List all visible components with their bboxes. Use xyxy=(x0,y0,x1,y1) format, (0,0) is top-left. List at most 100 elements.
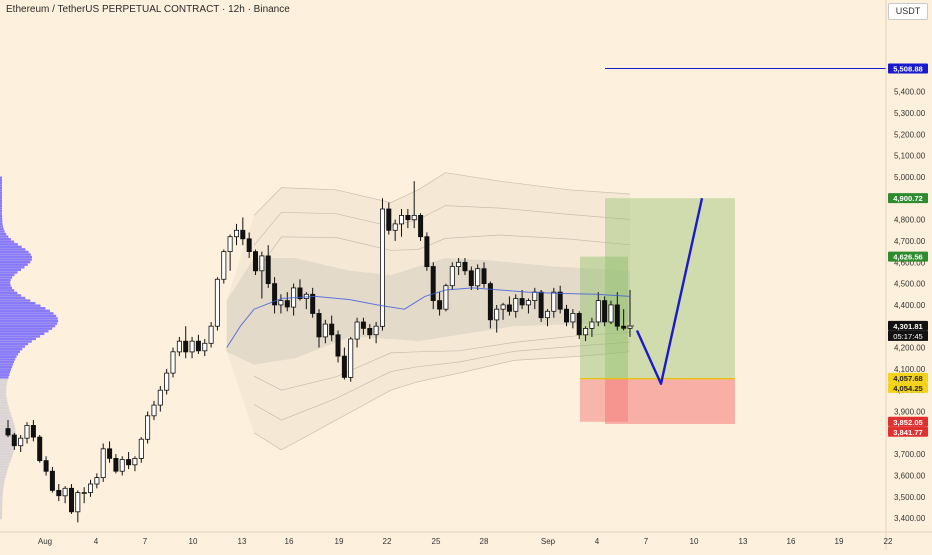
profile-bar xyxy=(0,401,8,405)
profile-bar xyxy=(0,399,8,402)
candle-body xyxy=(227,236,233,252)
profile-bar xyxy=(0,222,3,226)
profile-bar xyxy=(0,498,3,502)
profile-bar xyxy=(0,386,7,389)
profile-bar xyxy=(0,458,12,461)
y-tick-label: 4,600.00 xyxy=(894,258,926,267)
candle-body xyxy=(475,268,481,287)
candle xyxy=(354,317,360,348)
profile-bar xyxy=(0,504,3,507)
candle xyxy=(56,484,62,502)
profile-bar xyxy=(0,452,13,456)
candle xyxy=(69,484,75,514)
candle-body xyxy=(189,340,195,353)
profile-bar xyxy=(0,197,2,200)
candle xyxy=(316,309,322,348)
candle xyxy=(278,294,284,314)
profile-bar xyxy=(0,319,59,323)
price-label-bg xyxy=(888,193,928,204)
candle xyxy=(360,317,366,335)
candle-body xyxy=(233,229,239,238)
candle-body xyxy=(240,229,246,240)
profile-bar xyxy=(0,516,2,520)
profile-bar xyxy=(0,250,29,254)
profile-bar xyxy=(0,245,22,249)
volume-profile xyxy=(0,176,59,520)
profile-bar xyxy=(0,447,15,451)
profile-bar xyxy=(0,327,53,330)
candle-body xyxy=(170,351,176,374)
profile-bar xyxy=(0,243,18,246)
candle-body xyxy=(418,214,424,238)
profile-bar xyxy=(0,345,25,348)
profile-bar xyxy=(0,202,2,205)
candle-body xyxy=(37,436,43,462)
candle xyxy=(595,292,601,327)
profile-bar xyxy=(0,225,3,228)
candle-body xyxy=(545,310,551,319)
candle xyxy=(81,487,87,504)
candle-body xyxy=(379,208,385,327)
x-tick-label: 4 xyxy=(94,537,99,546)
y-tick-label: 3,600.00 xyxy=(894,472,926,481)
candle xyxy=(183,326,189,359)
candle xyxy=(576,311,582,340)
candle-body xyxy=(437,300,443,310)
y-tick-label: 4,100.00 xyxy=(894,365,926,374)
candle xyxy=(481,262,487,288)
candle xyxy=(94,473,100,489)
profile-bar xyxy=(0,220,3,223)
candle xyxy=(392,219,398,241)
profile-bar xyxy=(0,455,13,458)
envelope-line-lower xyxy=(253,332,631,391)
candle-body xyxy=(564,308,570,323)
price-label-text: 3,841.77 xyxy=(893,428,923,437)
profile-bar xyxy=(0,301,36,305)
profile-bar xyxy=(0,322,58,325)
candle xyxy=(468,266,474,290)
profile-bar xyxy=(0,376,9,379)
currency-button[interactable]: USDT xyxy=(888,3,928,20)
profile-bar xyxy=(0,478,5,481)
profile-bar xyxy=(0,335,41,338)
profile-bar xyxy=(0,176,2,179)
candle-body xyxy=(62,487,68,497)
profile-bar xyxy=(0,312,54,315)
x-tick-label: 19 xyxy=(335,537,344,546)
candle xyxy=(341,347,347,380)
y-tick-label: 4,700.00 xyxy=(894,237,926,246)
candle-body xyxy=(100,448,106,478)
candle-body xyxy=(316,312,322,338)
profile-bar xyxy=(0,483,4,486)
x-tick-label: 10 xyxy=(690,537,699,546)
y-tick-label: 3,700.00 xyxy=(894,450,926,459)
candle-body xyxy=(405,214,411,221)
price-label-text: 4,301.81 xyxy=(893,322,923,331)
price-label-text: 4,626.56 xyxy=(893,253,923,262)
profile-bar xyxy=(0,271,18,274)
profile-bar xyxy=(0,230,5,233)
candle-body xyxy=(570,312,576,323)
candle-body xyxy=(538,291,544,319)
candle xyxy=(75,490,81,523)
y-tick-label: 5,200.00 xyxy=(894,130,926,139)
price-label-text: 4,057.68 xyxy=(893,374,923,383)
candle-body xyxy=(525,300,531,306)
profile-bar xyxy=(0,214,3,218)
profile-bar xyxy=(0,199,2,202)
candle-body xyxy=(367,327,373,336)
candle xyxy=(494,304,500,333)
x-tick-label: 28 xyxy=(480,537,489,546)
profile-bar xyxy=(0,450,14,453)
candle xyxy=(462,258,468,276)
profile-bar xyxy=(0,237,11,241)
countdown-text: 05:17:45 xyxy=(893,332,923,341)
candle xyxy=(386,202,392,235)
profile-bar xyxy=(0,378,8,382)
y-tick-label: 5,000.00 xyxy=(894,173,926,182)
candle-body xyxy=(443,285,449,310)
candle xyxy=(195,334,201,354)
x-tick-label: 13 xyxy=(739,537,748,546)
